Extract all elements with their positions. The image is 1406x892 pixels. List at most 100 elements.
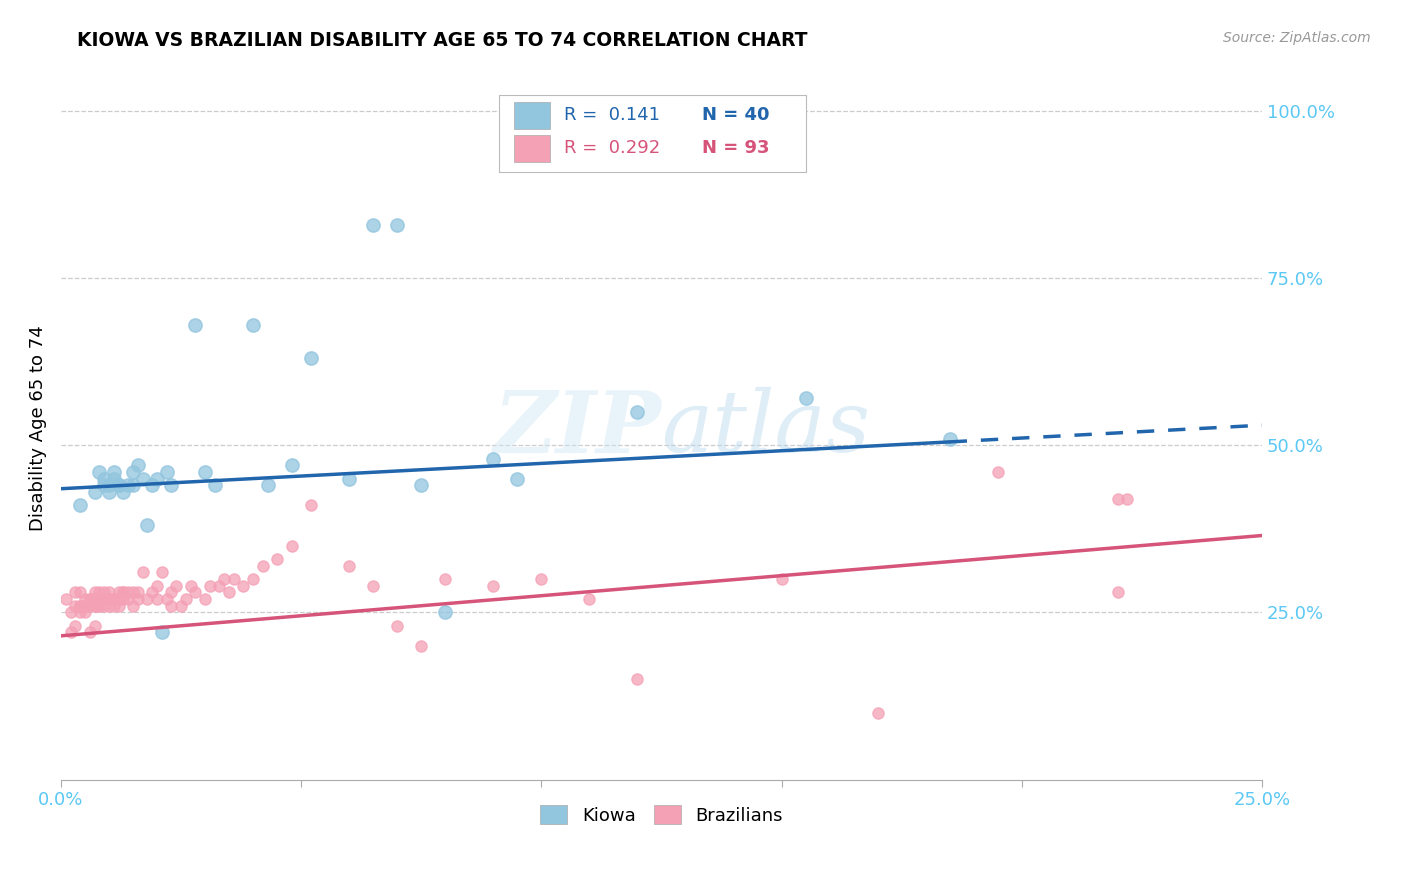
Text: N = 40: N = 40 [702, 106, 769, 124]
Point [506, 472, 529, 486]
Point [361, 579, 384, 593]
Point [337, 472, 360, 486]
Point [770, 572, 793, 586]
Point [218, 585, 240, 599]
Y-axis label: Disability Age 65 to 74: Disability Age 65 to 74 [30, 326, 46, 532]
Point [150, 625, 173, 640]
Point [299, 351, 322, 366]
Point [866, 706, 889, 720]
Point [434, 572, 457, 586]
Point [122, 465, 145, 479]
Point [280, 539, 302, 553]
Point [141, 478, 163, 492]
Point [198, 579, 221, 593]
Point [73, 599, 96, 613]
Point [83, 485, 105, 500]
Point [266, 552, 288, 566]
Point [107, 599, 129, 613]
Point [98, 478, 121, 492]
Point [482, 451, 505, 466]
Point [103, 465, 125, 479]
Point [112, 585, 135, 599]
Point [89, 585, 111, 599]
Point [89, 599, 111, 613]
Point [83, 619, 105, 633]
Point [93, 478, 115, 492]
Point [160, 599, 183, 613]
Point [117, 585, 139, 599]
Point [89, 592, 111, 607]
Point [131, 472, 153, 486]
Point [98, 585, 121, 599]
Point [117, 592, 139, 607]
Point [232, 579, 254, 593]
Point [482, 579, 505, 593]
Point [160, 478, 183, 492]
Point [337, 558, 360, 573]
Point [184, 585, 207, 599]
Point [1116, 491, 1139, 506]
Point [242, 572, 264, 586]
Point [299, 499, 322, 513]
Point [59, 625, 82, 640]
Point [69, 599, 91, 613]
Point [73, 599, 96, 613]
Point [150, 566, 173, 580]
Point [256, 478, 278, 492]
FancyBboxPatch shape [513, 135, 550, 161]
Point [93, 599, 115, 613]
Point [89, 592, 111, 607]
Point [1107, 491, 1129, 506]
Point [107, 478, 129, 492]
Point [79, 592, 101, 607]
Point [987, 465, 1010, 479]
Point [411, 639, 433, 653]
Point [794, 392, 817, 406]
Point [103, 592, 125, 607]
Point [73, 606, 96, 620]
Point [98, 599, 121, 613]
Point [83, 585, 105, 599]
Point [83, 599, 105, 613]
Point [93, 592, 115, 607]
Text: ZIP: ZIP [494, 387, 661, 470]
Point [69, 599, 91, 613]
Point [165, 579, 187, 593]
Point [146, 592, 169, 607]
Point [112, 592, 135, 607]
Point [214, 572, 236, 586]
Point [103, 599, 125, 613]
Text: R =  0.292: R = 0.292 [564, 139, 661, 157]
Point [208, 579, 231, 593]
Point [107, 585, 129, 599]
Point [127, 592, 149, 607]
Text: R =  0.141: R = 0.141 [564, 106, 661, 124]
Point [107, 592, 129, 607]
Point [626, 405, 648, 419]
Point [174, 592, 197, 607]
Point [141, 585, 163, 599]
Point [194, 465, 217, 479]
Point [83, 599, 105, 613]
Point [578, 592, 600, 607]
Text: Source: ZipAtlas.com: Source: ZipAtlas.com [1223, 31, 1371, 45]
Point [122, 599, 145, 613]
Point [252, 558, 274, 573]
Point [136, 518, 159, 533]
Point [103, 472, 125, 486]
Point [55, 592, 77, 607]
FancyBboxPatch shape [513, 102, 550, 128]
Point [242, 318, 264, 332]
Point [69, 606, 91, 620]
Point [59, 606, 82, 620]
Point [89, 599, 111, 613]
Point [1107, 585, 1129, 599]
Point [117, 478, 139, 492]
Point [65, 585, 87, 599]
Point [156, 465, 179, 479]
Point [387, 218, 409, 232]
Point [98, 592, 121, 607]
Point [69, 499, 91, 513]
Point [938, 432, 960, 446]
Point [122, 585, 145, 599]
